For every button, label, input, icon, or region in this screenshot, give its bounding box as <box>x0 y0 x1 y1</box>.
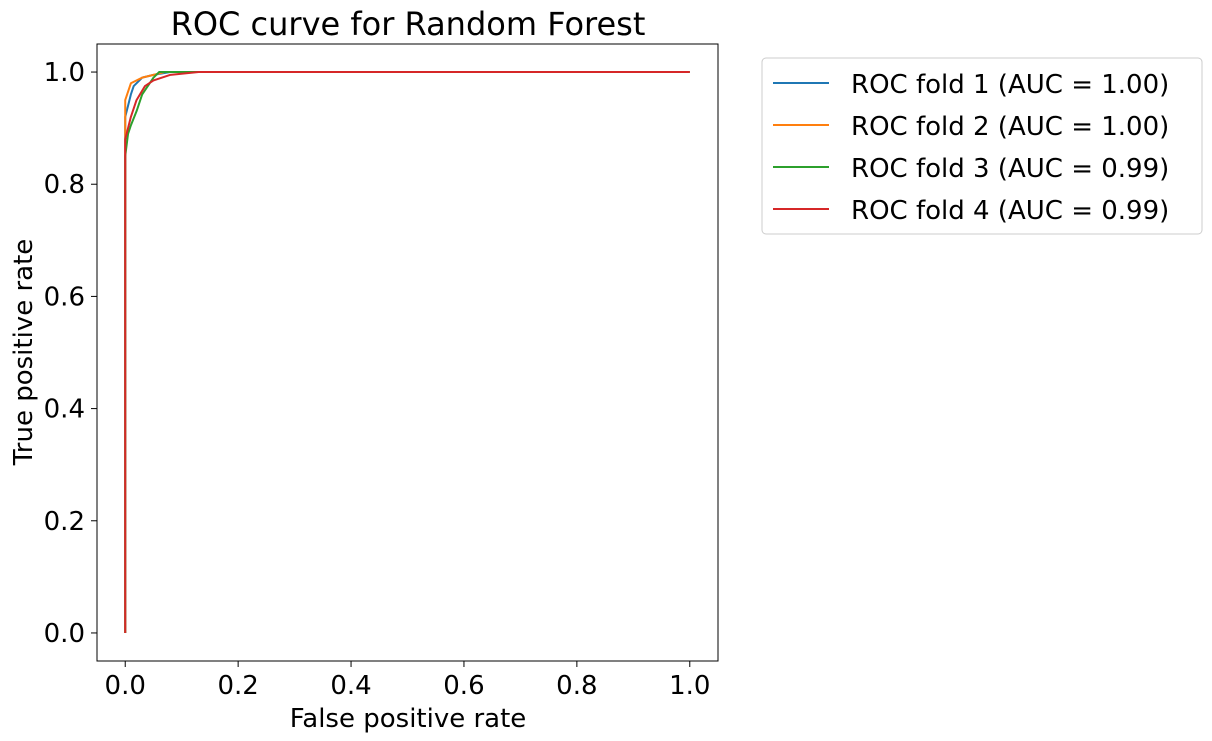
legend: ROC fold 1 (AUC = 1.00) ROC fold 2 (AUC =… <box>761 57 1203 235</box>
x-tick-label: 0.2 <box>217 671 258 701</box>
y-tick-label: 0.6 <box>44 282 85 312</box>
y-tick-label: 1.0 <box>44 58 85 88</box>
x-tick-label: 0.6 <box>443 671 484 701</box>
x-axis: 0.0 0.2 0.4 0.6 0.8 1.0 <box>105 661 710 701</box>
plot-frame <box>96 43 719 662</box>
x-tick-label: 0.4 <box>330 671 371 701</box>
y-tick-label: 0.2 <box>44 507 85 537</box>
x-tick-label: 0.8 <box>556 671 597 701</box>
legend-label: ROC fold 4 (AUC = 0.99) <box>851 196 1169 226</box>
legend-label: ROC fold 3 (AUC = 0.99) <box>851 154 1169 184</box>
y-axis: 0.0 0.2 0.4 0.6 0.8 1.0 <box>44 58 97 649</box>
chart-title: ROC curve for Random Forest <box>171 5 646 43</box>
legend-label: ROC fold 1 (AUC = 1.00) <box>851 70 1169 100</box>
y-axis-label: True positive rate <box>9 239 39 467</box>
legend-frame <box>761 57 1203 235</box>
x-tick-label: 0.0 <box>105 671 146 701</box>
y-tick-label: 0.4 <box>44 395 85 425</box>
series-line-fold-4 <box>124 71 690 633</box>
x-tick-label: 1.0 <box>669 671 710 701</box>
legend-label: ROC fold 2 (AUC = 1.00) <box>851 112 1169 142</box>
x-axis-label: False positive rate <box>290 704 527 734</box>
legend-entries: ROC fold 1 (AUC = 1.00) ROC fold 2 (AUC =… <box>773 70 1169 226</box>
y-tick-label: 0.0 <box>44 619 85 649</box>
series-line-fold-3 <box>124 71 690 633</box>
plot-area <box>124 71 690 633</box>
y-tick-label: 0.8 <box>44 170 85 200</box>
